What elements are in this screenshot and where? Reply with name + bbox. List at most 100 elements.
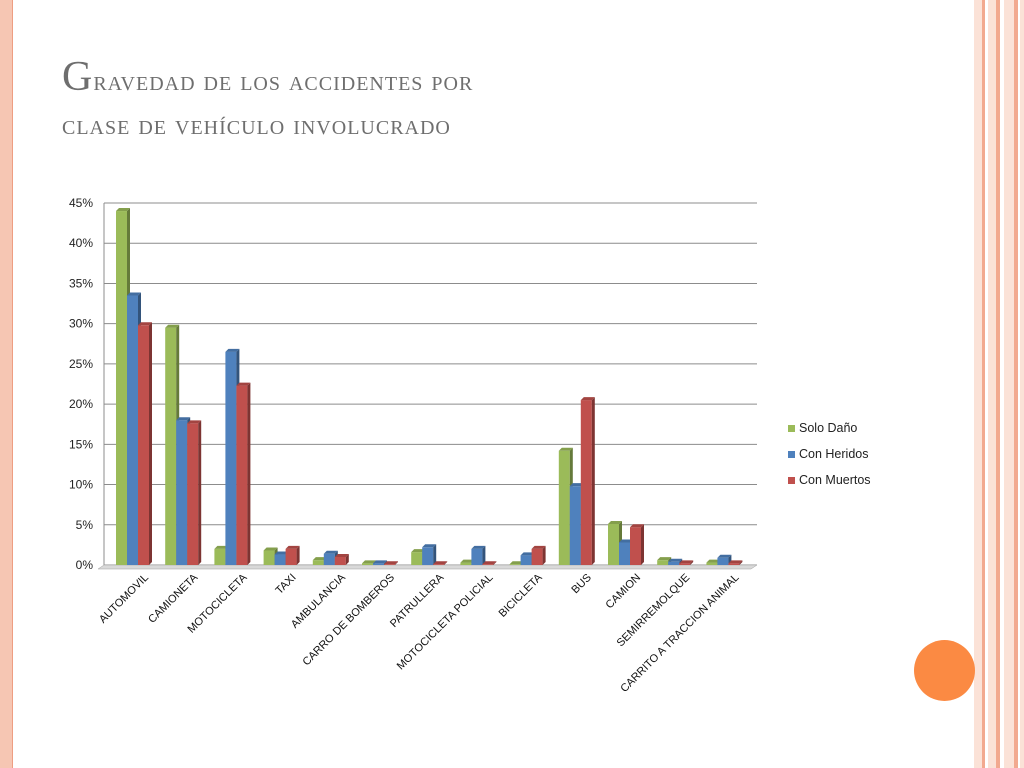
chart-legend: Solo Daño Con Heridos Con Muertos: [788, 415, 871, 493]
bar-top: [569, 483, 584, 487]
bar-front: [717, 557, 729, 565]
bar-front: [531, 548, 543, 565]
bar-top: [608, 520, 622, 524]
bar-front: [657, 560, 669, 565]
bar-front: [728, 563, 740, 565]
bar: [334, 553, 349, 565]
bar-side: [433, 544, 437, 565]
bar-front: [138, 325, 149, 565]
bar-front: [285, 548, 297, 565]
bar-front: [334, 556, 346, 565]
legend-item-con-muertos: Con Muertos: [788, 467, 871, 493]
y-tick-label: 40%: [69, 236, 93, 250]
bar-top: [263, 547, 278, 551]
bar-front: [274, 554, 286, 565]
bar-side: [149, 322, 152, 565]
bar-side: [690, 560, 694, 565]
bar-side: [444, 561, 448, 565]
legend-swatch-solo-dano: [788, 424, 795, 432]
bar-side: [247, 382, 251, 565]
bar-side: [296, 545, 300, 565]
bar-side: [739, 560, 743, 565]
x-category-label: CARRO DE BOMBEROS: [300, 572, 397, 669]
bar-front: [558, 450, 570, 565]
bar: [187, 420, 202, 565]
bar-front: [116, 211, 127, 566]
bar: [580, 397, 595, 565]
bar: [630, 524, 644, 565]
y-tick-label: 5%: [76, 518, 94, 532]
y-tick-label: 45%: [69, 196, 93, 210]
bar-top: [520, 552, 535, 556]
bar-top: [312, 557, 327, 561]
bar-front: [509, 564, 521, 565]
bar-front: [323, 553, 335, 565]
bar-top: [630, 524, 644, 528]
bar-front: [679, 563, 691, 565]
bar-top: [619, 539, 633, 543]
bar-front: [520, 555, 532, 565]
bar-top: [225, 348, 240, 352]
bar-front: [569, 486, 581, 565]
bar-front: [668, 561, 680, 565]
bar-top: [127, 292, 141, 296]
bar-top: [422, 544, 437, 548]
x-category-label: CAMIONETA: [146, 571, 201, 626]
bar-front: [482, 564, 494, 565]
slide-title-line-2: clase de vehículo involucrado: [62, 110, 451, 141]
y-tick-label: 15%: [69, 437, 93, 451]
bar-top: [433, 561, 448, 565]
bar-front: [630, 527, 641, 565]
bar-top: [274, 551, 289, 555]
bar-top: [285, 545, 300, 549]
bar: [236, 382, 251, 565]
bar-top: [509, 561, 524, 565]
x-category-label: TAXI: [274, 572, 299, 597]
bar-top: [384, 561, 398, 565]
y-tick-label: 30%: [69, 317, 93, 331]
bar-top: [236, 382, 251, 386]
bar-top: [411, 549, 426, 553]
bar-front: [433, 564, 445, 565]
bar-top: [531, 545, 546, 549]
bar-side: [482, 545, 486, 565]
bar-top: [373, 560, 387, 564]
bar-side: [591, 397, 595, 565]
y-tick-label: 35%: [69, 276, 93, 290]
bar: [285, 545, 300, 565]
bar-front: [580, 400, 592, 565]
bar-front: [263, 550, 275, 565]
bar-front: [236, 385, 248, 565]
bar: [433, 561, 448, 565]
bar-top: [471, 545, 486, 549]
bar-side: [345, 553, 349, 565]
legend-swatch-con-muertos: [788, 476, 795, 484]
bar-top: [580, 397, 595, 401]
bar-front: [312, 560, 324, 565]
bar: [138, 322, 152, 565]
legend-label-solo-dano: Solo Daño: [799, 421, 858, 435]
bar-top: [717, 554, 732, 558]
bar-front: [411, 552, 423, 565]
bar-top: [138, 322, 152, 326]
bar-side: [641, 524, 644, 565]
bar-top: [334, 553, 349, 557]
bar-side: [542, 545, 546, 565]
bar-top: [558, 447, 573, 451]
bar: [728, 560, 743, 565]
x-category-label: AUTOMOVIL: [97, 572, 151, 626]
legend-item-solo-dano: Solo Daño: [788, 415, 871, 441]
right-frame-stripes: [974, 0, 1024, 768]
chart-floor: [97, 564, 758, 570]
bar-side: [395, 561, 398, 565]
bar-front: [608, 523, 619, 565]
legend-item-con-heridos: Con Heridos: [788, 441, 871, 467]
legend-label-con-heridos: Con Heridos: [799, 447, 869, 461]
bar-front: [373, 563, 384, 565]
bar-top: [187, 420, 202, 424]
slide-title-line-1: Gravedad de los accidentes por: [62, 54, 474, 100]
slide-title: Gravedad de los accidentes por clase de …: [62, 55, 822, 148]
left-frame-bar: [0, 0, 13, 768]
y-tick-label: 0%: [76, 558, 94, 572]
bar-side: [198, 420, 202, 565]
